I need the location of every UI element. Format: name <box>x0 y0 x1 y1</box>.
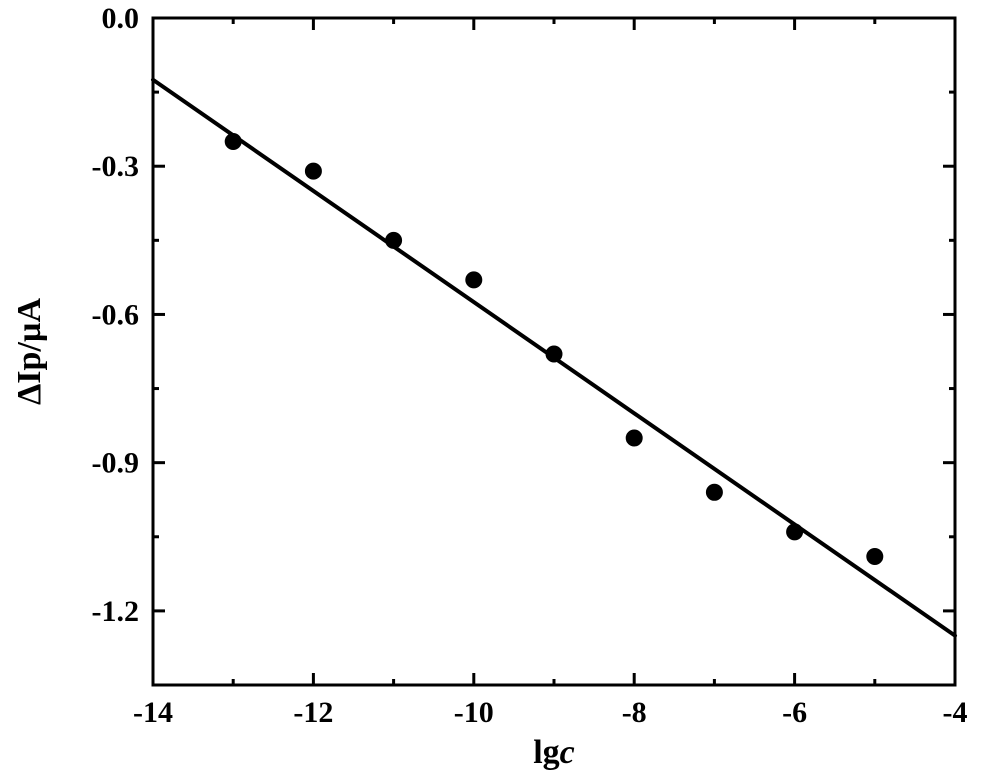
data-point <box>386 232 402 248</box>
x-tick-label: -6 <box>782 696 807 729</box>
data-point <box>706 484 722 500</box>
x-axis-label: lgc <box>533 734 575 771</box>
data-point <box>466 272 482 288</box>
x-tick-label: -14 <box>133 696 173 729</box>
data-point <box>225 134 241 150</box>
data-point <box>867 549 883 565</box>
y-axis-label: ΔIp/µA <box>11 298 48 405</box>
x-tick-label: -8 <box>622 696 647 729</box>
chart-background <box>0 0 1000 782</box>
x-tick-label: -4 <box>943 696 968 729</box>
y-tick-label: -0.6 <box>92 298 140 331</box>
data-point <box>626 430 642 446</box>
x-tick-label: -12 <box>293 696 333 729</box>
data-point <box>305 163 321 179</box>
data-point <box>787 524 803 540</box>
x-tick-label: -10 <box>454 696 494 729</box>
data-point <box>546 346 562 362</box>
scatter-chart: -14 -12 -10 -8 -6 -4 0.0 -0.3 -0.6 -0.9 -1.2 lgc ΔIp… <box>0 0 1000 782</box>
y-tick-label: 0.0 <box>102 2 140 35</box>
y-tick-label: -0.3 <box>92 150 140 183</box>
y-tick-label: -1.2 <box>92 595 140 628</box>
y-tick-label: -0.9 <box>92 447 140 480</box>
